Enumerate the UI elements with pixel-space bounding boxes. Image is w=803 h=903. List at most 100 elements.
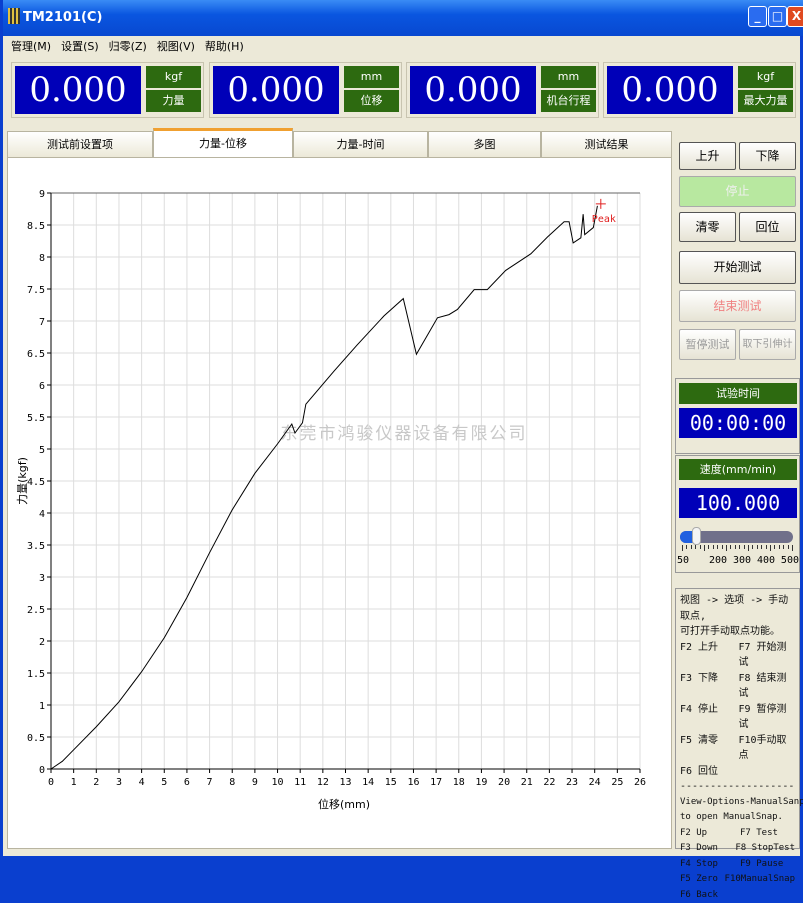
slider-thumb[interactable]: [692, 527, 701, 545]
x-tick-label: 1: [71, 777, 77, 788]
x-tick-label: 14: [362, 777, 374, 788]
peak-label: Peak: [592, 214, 616, 225]
speed-slider[interactable]: [680, 531, 793, 543]
menu-settings[interactable]: 设置(S): [61, 40, 99, 53]
y-tick-label: 8.5: [27, 221, 45, 232]
x-tick-label: 18: [453, 777, 465, 788]
y-tick-label: 3.5: [27, 541, 45, 552]
help-key: F5 清零: [680, 733, 738, 764]
start-test-button[interactable]: 开始测试: [679, 251, 796, 284]
x-tick-label: 13: [339, 777, 351, 788]
zero-button[interactable]: 清零: [679, 212, 736, 242]
displacement-value: 0.000: [213, 66, 339, 114]
y-tick-label: 1.5: [27, 669, 45, 680]
help-key: F7 Test: [740, 826, 778, 842]
y-tick-label: 8: [39, 253, 45, 264]
scale-label: 50: [677, 555, 689, 566]
x-tick-label: 24: [589, 777, 601, 788]
help-key: F6 Back: [680, 888, 740, 903]
displacement-unit: mm: [344, 66, 399, 88]
x-tick-label: 2: [93, 777, 99, 788]
tab-0[interactable]: 测试前设置项: [7, 131, 153, 157]
maximize-button[interactable]: □: [768, 6, 787, 27]
down-button[interactable]: 下降: [739, 142, 796, 170]
help-text: 视图 -> 选项 -> 手动取点,: [680, 593, 795, 624]
menu-view[interactable]: 视图(V): [157, 40, 195, 53]
help-text: View-Options-ManualSanp,: [680, 795, 795, 811]
slider-ticks: [682, 545, 792, 551]
tab-1[interactable]: 力量-位移: [153, 128, 293, 158]
y-tick-label: 2: [39, 637, 45, 648]
menu-manage[interactable]: 管理(M): [11, 40, 51, 53]
help-key: F2 上升: [680, 640, 738, 671]
x-tick-label: 20: [498, 777, 510, 788]
menu-help[interactable]: 帮助(H): [205, 40, 244, 53]
y-tick-label: 3: [39, 573, 45, 584]
x-tick-label: 9: [252, 777, 258, 788]
pause-test-button[interactable]: 暂停测试: [679, 329, 736, 360]
y-tick-label: 7: [39, 317, 45, 328]
x-tick-label: 16: [407, 777, 419, 788]
x-tick-label: 3: [116, 777, 122, 788]
help-key: F8 结束测试: [738, 671, 795, 702]
max-force-value: 0.000: [607, 66, 733, 114]
max-force-unit: kgf: [738, 66, 793, 88]
y-tick-label: 4: [39, 509, 45, 520]
x-tick-label: 4: [139, 777, 145, 788]
help-key: F10手动取点: [738, 733, 795, 764]
displacement-label: 位移: [344, 90, 399, 112]
help-key: F8 StopTest: [735, 841, 795, 857]
scale-label: 400: [757, 555, 775, 566]
y-tick-label: 6.5: [27, 349, 45, 360]
speed-label: 速度(mm/min): [679, 459, 797, 480]
scale-label: 300: [733, 555, 751, 566]
x-tick-label: 21: [521, 777, 533, 788]
x-tick-label: 8: [229, 777, 235, 788]
y-tick-label: 2.5: [27, 605, 45, 616]
stop-button[interactable]: 停止: [679, 176, 796, 207]
tab-2[interactable]: 力量-时间: [293, 131, 428, 157]
close-button[interactable]: X: [787, 6, 803, 27]
y-tick-label: 1: [39, 701, 45, 712]
force-unit: kgf: [146, 66, 201, 88]
y-tick-label: 5.5: [27, 413, 45, 424]
x-tick-label: 17: [430, 777, 442, 788]
scale-label: 200: [709, 555, 727, 566]
machine-travel-unit: mm: [541, 66, 596, 88]
help-key: F6 回位: [680, 764, 740, 780]
help-key: F4 停止: [680, 702, 738, 733]
minimize-button[interactable]: _: [748, 6, 767, 27]
x-axis-label: 位移(mm): [318, 797, 370, 811]
y-tick-label: 6: [39, 381, 45, 392]
timer-value: 00:00:00: [679, 408, 797, 438]
help-text: 可打开手动取点功能。: [680, 624, 795, 640]
back-button[interactable]: 回位: [739, 212, 796, 242]
x-tick-label: 15: [385, 777, 397, 788]
x-tick-label: 11: [294, 777, 306, 788]
menu-zero[interactable]: 归零(Z): [109, 40, 147, 53]
tab-4[interactable]: 测试结果: [541, 131, 672, 157]
help-text: to open ManualSnap.: [680, 810, 795, 826]
y-tick-label: 9: [39, 189, 45, 200]
window-title: TM2101(C): [23, 10, 102, 25]
x-tick-label: 23: [566, 777, 578, 788]
force-value: 0.000: [15, 66, 141, 114]
y-tick-label: 0.5: [27, 733, 45, 744]
x-tick-label: 0: [48, 777, 54, 788]
up-button[interactable]: 上升: [679, 142, 736, 170]
force-displacement-line: [51, 206, 597, 769]
y-axis-label: 力量(kgf): [16, 457, 29, 505]
menu-bar: 管理(M) 设置(S) 归零(Z) 视图(V) 帮助(H): [6, 38, 249, 58]
title-bar[interactable]: TM2101(C) _ □ X: [3, 0, 803, 36]
x-tick-label: 12: [317, 777, 329, 788]
tab-3[interactable]: 多图: [428, 131, 541, 157]
speed-value: 100.000: [679, 488, 797, 518]
end-test-button[interactable]: 结束测试: [679, 290, 796, 322]
machine-travel-value: 0.000: [410, 66, 536, 114]
remove-extensometer-button[interactable]: 取下引伸计: [739, 329, 796, 360]
